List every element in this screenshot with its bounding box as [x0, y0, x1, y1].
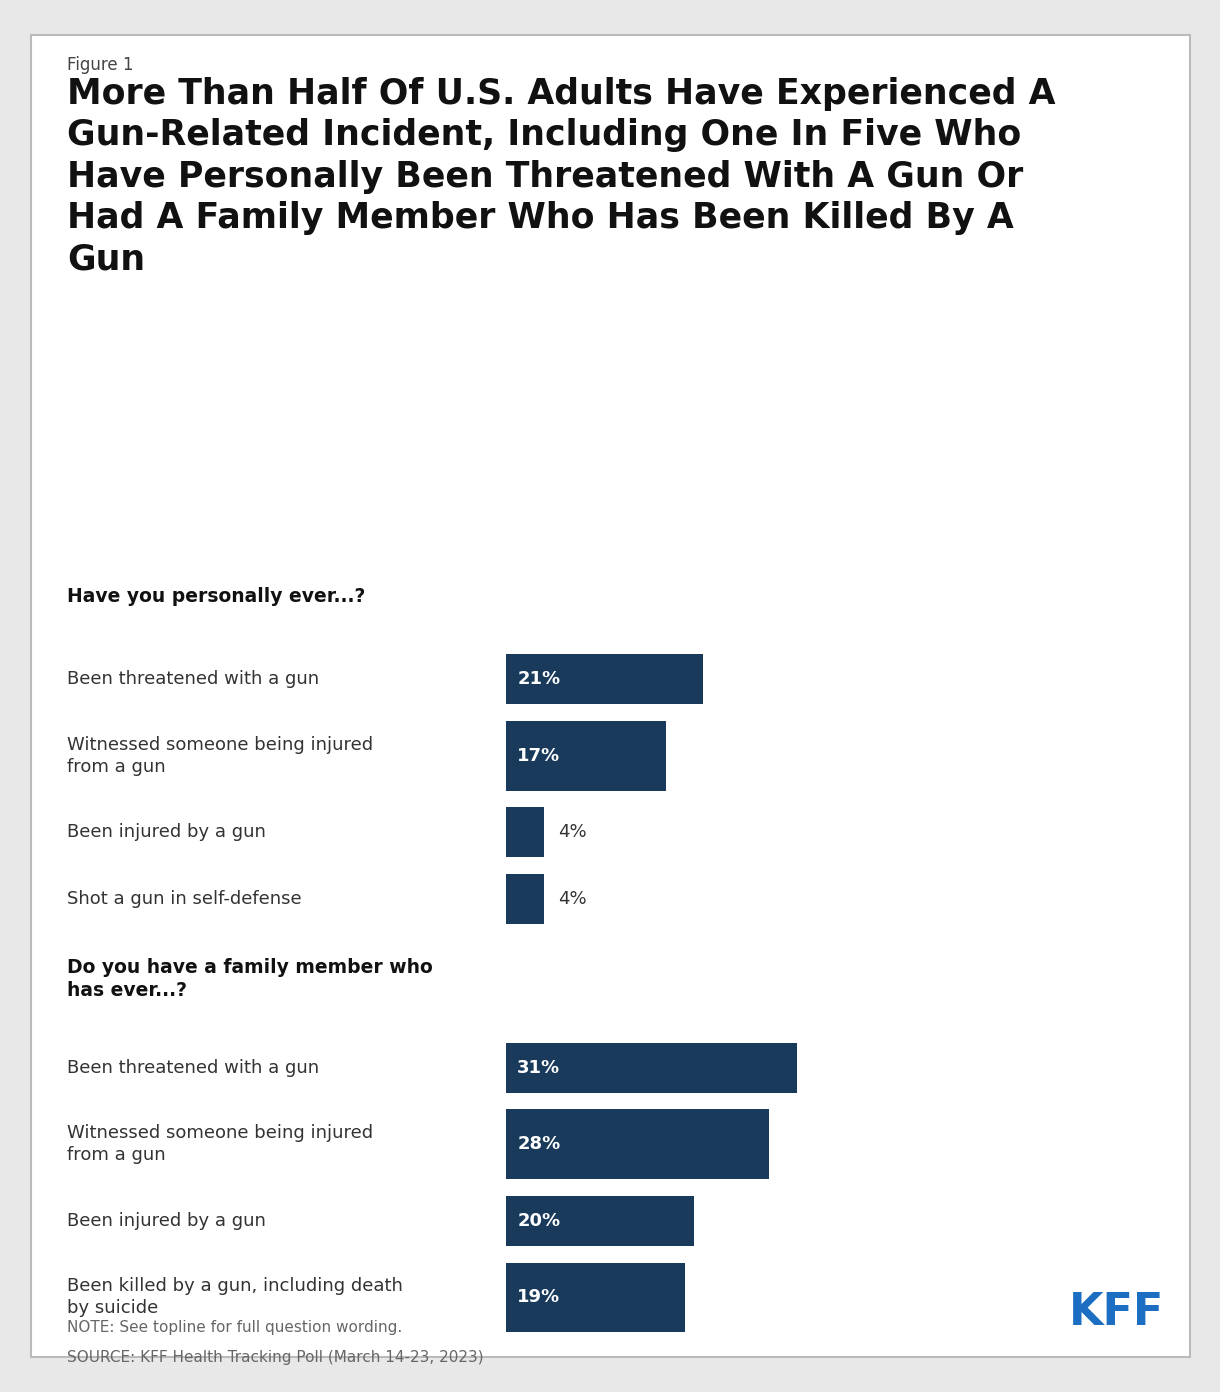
Text: 28%: 28% — [517, 1136, 560, 1153]
Text: Been killed by a gun, including death
by suicide: Been killed by a gun, including death by… — [67, 1278, 403, 1317]
Text: Witnessed someone being injured
from a gun: Witnessed someone being injured from a g… — [67, 1125, 373, 1164]
Text: Do you have a family member who
has ever...?: Do you have a family member who has ever… — [67, 958, 433, 1001]
Text: 20%: 20% — [517, 1212, 560, 1229]
Text: 4%: 4% — [559, 824, 587, 841]
Text: 31%: 31% — [517, 1059, 560, 1076]
Text: Witnessed someone being injured
from a gun: Witnessed someone being injured from a g… — [67, 736, 373, 775]
Text: Been injured by a gun: Been injured by a gun — [67, 824, 266, 841]
Text: NOTE: See topline for full question wording.: NOTE: See topline for full question word… — [67, 1320, 403, 1335]
FancyBboxPatch shape — [30, 35, 1190, 1357]
Text: 19%: 19% — [517, 1289, 560, 1306]
FancyBboxPatch shape — [506, 1043, 797, 1093]
FancyBboxPatch shape — [506, 1196, 694, 1246]
Text: KFF: KFF — [1069, 1290, 1164, 1334]
FancyBboxPatch shape — [506, 654, 704, 704]
Text: Figure 1: Figure 1 — [67, 56, 134, 74]
Text: Have you personally ever...?: Have you personally ever...? — [67, 587, 366, 607]
FancyBboxPatch shape — [506, 807, 544, 857]
FancyBboxPatch shape — [506, 721, 666, 791]
Text: Been injured by a gun: Been injured by a gun — [67, 1212, 266, 1229]
Text: Been threatened with a gun: Been threatened with a gun — [67, 671, 320, 688]
Text: 21%: 21% — [517, 671, 560, 688]
FancyBboxPatch shape — [506, 1109, 769, 1179]
Text: SOURCE: KFF Health Tracking Poll (March 14-23, 2023): SOURCE: KFF Health Tracking Poll (March … — [67, 1350, 483, 1366]
FancyBboxPatch shape — [506, 1263, 684, 1332]
Text: More Than Half Of U.S. Adults Have Experienced A
Gun-Related Incident, Including: More Than Half Of U.S. Adults Have Exper… — [67, 77, 1055, 277]
Text: 17%: 17% — [517, 748, 560, 764]
Text: 4%: 4% — [559, 891, 587, 908]
Text: Shot a gun in self-defense: Shot a gun in self-defense — [67, 891, 301, 908]
FancyBboxPatch shape — [506, 874, 544, 924]
Text: Been threatened with a gun: Been threatened with a gun — [67, 1059, 320, 1076]
